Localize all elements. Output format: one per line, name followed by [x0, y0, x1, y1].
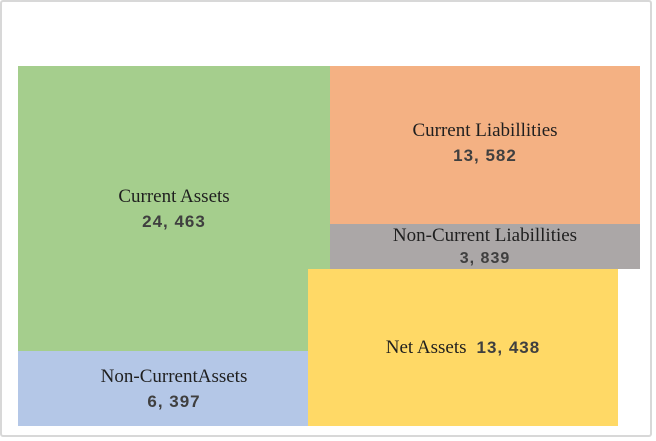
noncurrent-assets-block: Non-CurrentAssets 6, 397	[18, 351, 330, 426]
noncurrent-liabilities-block: Non-Current Liabillities 3, 839	[330, 224, 640, 269]
net-assets-block: Net Assets 13, 438	[308, 269, 618, 426]
current-assets-label: Current Assets	[118, 185, 230, 207]
current-liabilities-block: Current Liabillities 13, 582	[330, 66, 640, 224]
assets-column: Current Assets 24, 463 Non-CurrentAssets…	[18, 66, 330, 426]
noncurrent-assets-value: 6, 397	[147, 391, 201, 411]
current-liabilities-label: Current Liabillities	[412, 120, 558, 141]
balance-sheet-chart: Current Assets 24, 463 Non-CurrentAssets…	[18, 66, 640, 426]
current-assets-value: 24, 463	[142, 211, 206, 231]
current-liabilities-value: 13, 582	[453, 146, 517, 165]
net-assets-label: Net Assets	[385, 336, 467, 358]
net-assets-value: 13, 438	[476, 337, 541, 357]
noncurrent-liabilities-value: 3, 839	[459, 250, 511, 267]
liabilities-column: Current Liabillities 13, 582 Non-Current…	[308, 66, 640, 426]
noncurrent-assets-label: Non-CurrentAssets	[100, 365, 248, 387]
noncurrent-liabilities-label: Non-Current Liabillities	[392, 225, 578, 246]
current-assets-block: Current Assets 24, 463	[18, 66, 330, 351]
